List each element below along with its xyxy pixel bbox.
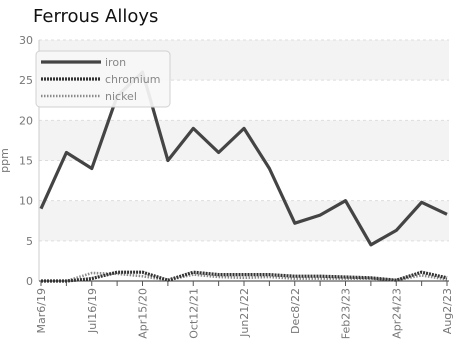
- x-tick-label: Apr15/20: [137, 288, 150, 339]
- grid-band: [39, 160, 449, 201]
- series-line-nickel: [41, 271, 448, 283]
- legend-label-nickel: nickel: [105, 90, 137, 103]
- x-tick-label: Feb23/23: [340, 288, 353, 339]
- y-tick-label: 0: [26, 275, 33, 288]
- y-tick-label: 15: [19, 155, 33, 168]
- x-tick-label: Jun21/22: [238, 288, 251, 338]
- chart-title: Ferrous Alloys: [33, 6, 159, 27]
- x-tick-label: Mar6/19: [35, 288, 48, 333]
- y-tick-label: 25: [19, 74, 33, 87]
- y-tick-label: 5: [26, 235, 33, 248]
- x-axis: Mar6/19 Jul16/19 Apr15/20 Oct12/21 Jun21/22 D…: [35, 280, 454, 339]
- series-lines: [39, 70, 448, 283]
- y-axis-label: ppm: [0, 148, 11, 173]
- legend-label-iron: iron: [105, 56, 126, 69]
- series-line-iron: [39, 70, 448, 247]
- y-tick-label: 20: [19, 114, 33, 127]
- y-tick-label: 30: [19, 34, 33, 47]
- x-tick-label: Apr24/23: [390, 288, 403, 339]
- grid-band: [39, 200, 449, 241]
- x-tick-label: Oct12/21: [187, 288, 200, 339]
- x-tick-label: Aug2/23: [441, 288, 454, 334]
- y-tick-label: 10: [19, 195, 33, 208]
- x-tick-label: Jul16/19: [86, 288, 99, 334]
- legend-box: [35, 50, 171, 108]
- legend: iron chromium nickel: [35, 50, 171, 108]
- legend-label-chromium: chromium: [105, 73, 161, 86]
- x-tick-label: Dec8/22: [289, 288, 302, 334]
- y-tick-labels: 0 5 10 15 20 25 30: [19, 34, 33, 288]
